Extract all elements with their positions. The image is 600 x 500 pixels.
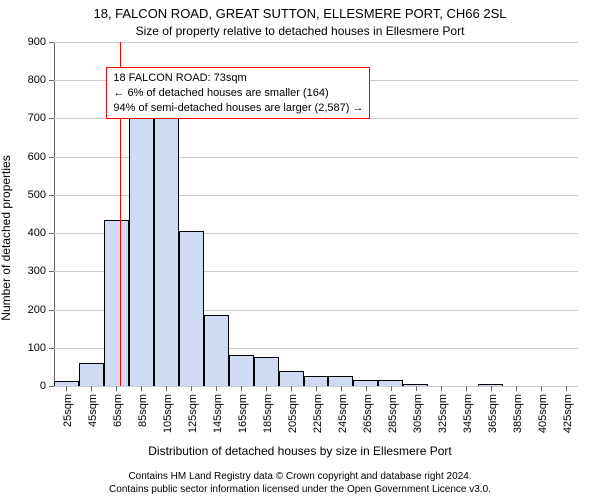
xtick-mark <box>316 386 317 391</box>
xtick-label: 165sqm <box>237 394 249 433</box>
xtick-mark <box>266 386 267 391</box>
histogram-bar <box>129 99 154 386</box>
xtick-label: 325sqm <box>437 394 449 433</box>
xtick-label: 365sqm <box>487 394 499 433</box>
annotation-box: 18 FALCON ROAD: 73sqm← 6% of detached ho… <box>106 67 370 120</box>
annotation-line1: 18 FALCON ROAD: 73sqm <box>113 71 363 86</box>
xtick-mark <box>116 386 117 391</box>
chart-title: 18, FALCON ROAD, GREAT SUTTON, ELLESMERE… <box>0 6 600 21</box>
histogram-bar <box>79 363 104 386</box>
ytick-label: 0 <box>40 380 54 392</box>
xtick-mark <box>516 386 517 391</box>
xtick-mark <box>91 386 92 391</box>
histogram-bar <box>279 371 304 386</box>
xtick-label: 245sqm <box>337 394 349 433</box>
ytick-label: 600 <box>28 151 54 163</box>
chart-subtitle: Size of property relative to detached ho… <box>0 24 600 38</box>
xtick-label: 205sqm <box>287 394 299 433</box>
y-axis-label: Number of detached properties <box>0 155 13 320</box>
xtick-mark <box>491 386 492 391</box>
xtick-label: 65sqm <box>112 394 124 427</box>
xtick-mark <box>341 386 342 391</box>
xtick-label: 385sqm <box>512 394 524 433</box>
histogram-bar <box>179 231 204 386</box>
xtick-mark <box>566 386 567 391</box>
histogram-bar <box>254 357 279 386</box>
histogram-bar <box>104 220 129 386</box>
plot-area: 010020030040050060070080090025sqm45sqm65… <box>54 42 578 386</box>
xtick-mark <box>241 386 242 391</box>
xtick-label: 265sqm <box>362 394 374 433</box>
grid-line <box>54 42 578 43</box>
histogram-bar <box>154 101 179 386</box>
xtick-mark <box>441 386 442 391</box>
histogram-bar <box>229 355 254 386</box>
xtick-label: 25sqm <box>62 394 74 427</box>
chart-root: 18, FALCON ROAD, GREAT SUTTON, ELLESMERE… <box>0 0 600 500</box>
footer-line1: Contains HM Land Registry data © Crown c… <box>0 471 600 484</box>
xtick-label: 285sqm <box>387 394 399 433</box>
xtick-label: 405sqm <box>537 394 549 433</box>
xtick-mark <box>466 386 467 391</box>
y-axis-line <box>54 42 55 386</box>
xtick-mark <box>191 386 192 391</box>
ytick-label: 900 <box>28 36 54 48</box>
xtick-label: 125sqm <box>187 394 199 433</box>
xtick-mark <box>416 386 417 391</box>
xtick-mark <box>141 386 142 391</box>
ytick-label: 400 <box>28 227 54 239</box>
xtick-label: 105sqm <box>162 394 174 433</box>
xtick-label: 45sqm <box>87 394 99 427</box>
xtick-label: 305sqm <box>412 394 424 433</box>
ytick-label: 200 <box>28 304 54 316</box>
ytick-label: 500 <box>28 189 54 201</box>
footer-attribution: Contains HM Land Registry data © Crown c… <box>0 471 600 496</box>
xtick-mark <box>166 386 167 391</box>
xtick-label: 425sqm <box>562 394 574 433</box>
ytick-label: 800 <box>28 74 54 86</box>
histogram-bar <box>204 315 229 386</box>
ytick-label: 100 <box>28 342 54 354</box>
ytick-label: 300 <box>28 265 54 277</box>
xtick-label: 185sqm <box>262 394 274 433</box>
xtick-label: 145sqm <box>212 394 224 433</box>
xtick-label: 225sqm <box>312 394 324 433</box>
xtick-mark <box>216 386 217 391</box>
histogram-bar <box>304 376 329 386</box>
xtick-mark <box>541 386 542 391</box>
xtick-mark <box>291 386 292 391</box>
histogram-bar <box>328 376 353 386</box>
xtick-mark <box>66 386 67 391</box>
x-axis-label: Distribution of detached houses by size … <box>0 444 600 458</box>
annotation-line2: ← 6% of detached houses are smaller (164… <box>113 86 363 101</box>
footer-line2: Contains public sector information licen… <box>0 484 600 497</box>
annotation-line3: 94% of semi-detached houses are larger (… <box>113 101 363 116</box>
xtick-label: 345sqm <box>462 394 474 433</box>
xtick-mark <box>366 386 367 391</box>
xtick-label: 85sqm <box>137 394 149 427</box>
ytick-label: 700 <box>28 112 54 124</box>
xtick-mark <box>391 386 392 391</box>
